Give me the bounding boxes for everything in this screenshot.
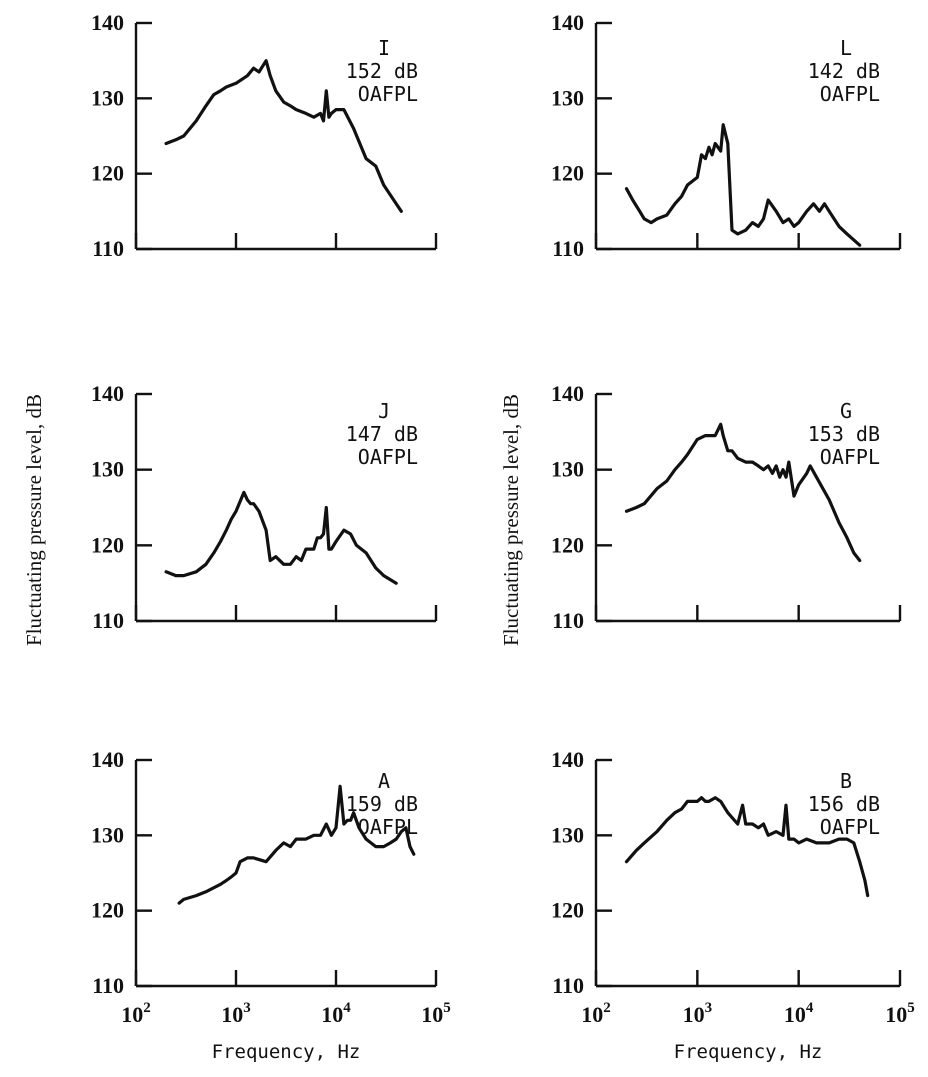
y-tick-label: 140	[91, 381, 124, 406]
x-tick-label: 104	[321, 1000, 351, 1027]
y-tick-label: 130	[551, 457, 584, 482]
x-axis-label: Frequency, Hz	[212, 1041, 361, 1063]
panel-annotation: L	[840, 36, 852, 60]
panel-annotation: A	[378, 769, 390, 793]
y-axis-label-right: Fluctuating pressure level, dB	[499, 394, 523, 646]
y-tick-label: 140	[551, 381, 584, 406]
spectrum-line	[164, 59, 403, 213]
y-tick-label: 140	[91, 10, 124, 35]
panel-annotation: G	[840, 399, 852, 423]
y-tick-label: 120	[551, 532, 584, 557]
x-tick-label: 105	[421, 1000, 451, 1027]
panel-annotation: OAFPL	[358, 815, 418, 839]
y-tick-label: 110	[552, 236, 584, 261]
x-tick-label: 102	[121, 1000, 151, 1027]
panel-annotation: 156 dB	[808, 792, 880, 816]
spectrum-line	[624, 422, 862, 563]
y-tick-label: 130	[551, 822, 584, 847]
x-tick-label: 105	[885, 1000, 915, 1027]
y-tick-label: 120	[91, 532, 124, 557]
x-tick-label: 102	[581, 1000, 611, 1027]
y-tick-label: 120	[91, 161, 124, 186]
y-axis-label-left: Fluctuating pressure level, dB	[22, 394, 46, 646]
y-tick-label: 110	[552, 608, 584, 633]
x-tick-label: 103	[683, 1000, 713, 1027]
panel-annotation: J	[378, 399, 390, 423]
spectrum-line	[624, 796, 870, 898]
y-tick-label: 120	[91, 898, 124, 923]
y-tick-label: 130	[91, 85, 124, 110]
y-tick-label: 120	[551, 898, 584, 923]
panel-annotation: OAFPL	[358, 445, 418, 469]
panel-annotation: OAFPL	[820, 815, 880, 839]
y-tick-label: 110	[92, 608, 124, 633]
spectrum-line	[164, 490, 398, 585]
y-tick-label: 140	[91, 747, 124, 772]
y-tick-label: 130	[551, 85, 584, 110]
panel-annotation: B	[840, 769, 852, 793]
panel-annotation: 142 dB	[808, 59, 880, 83]
panel-annotation: OAFPL	[820, 82, 880, 106]
panel-annotation: I	[378, 36, 390, 60]
y-tick-label: 140	[551, 747, 584, 772]
y-tick-label: 130	[91, 457, 124, 482]
panel-annotation: OAFPL	[358, 82, 418, 106]
panel-annotation: 153 dB	[808, 422, 880, 446]
panel-annotation: 147 dB	[346, 422, 418, 446]
y-tick-label: 110	[92, 236, 124, 261]
y-tick-label: 110	[552, 973, 584, 998]
x-tick-label: 103	[221, 1000, 251, 1027]
y-tick-label: 140	[551, 10, 584, 35]
y-tick-label: 130	[91, 822, 124, 847]
x-axis-label: Frequency, Hz	[674, 1041, 823, 1063]
panel-annotation: 159 dB	[346, 792, 418, 816]
y-tick-label: 120	[551, 161, 584, 186]
x-tick-label: 104	[784, 1000, 814, 1027]
y-tick-label: 110	[92, 973, 124, 998]
spectrum-line	[624, 123, 862, 247]
spectrum-line	[177, 784, 416, 905]
panel-annotation: 152 dB	[346, 59, 418, 83]
panel-annotation: OAFPL	[820, 445, 880, 469]
